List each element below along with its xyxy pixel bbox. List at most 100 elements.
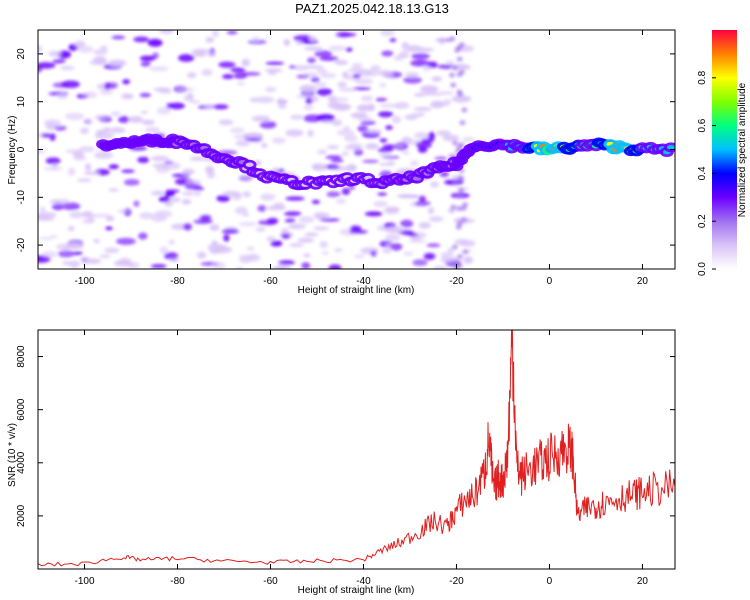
spectrogram-speckle xyxy=(267,217,279,225)
spectrogram-speckle xyxy=(139,212,154,220)
spectrogram-speckle xyxy=(325,155,343,159)
spectrogram-speckle xyxy=(407,233,418,237)
spectrogram-speckle xyxy=(152,163,171,168)
spectrogram-x-tick-label: -80 xyxy=(170,276,185,287)
spectrogram-speckle xyxy=(405,71,420,78)
spectrogram-speckle xyxy=(438,101,450,107)
spectrogram-speckle xyxy=(322,164,340,170)
spectrogram-speckle xyxy=(456,89,463,95)
spectrogram-speckle xyxy=(353,86,371,91)
spectrogram-speckle xyxy=(418,221,431,229)
spectrogram-speckle xyxy=(433,265,448,269)
spectrogram-speckle xyxy=(133,36,150,43)
spectrogram-speckle xyxy=(456,206,463,212)
spectrogram-y-tick-label: -10 xyxy=(16,190,27,205)
spectrogram-speckle xyxy=(277,264,285,269)
spectrogram-speckle xyxy=(438,37,445,45)
spectrogram-speckle xyxy=(212,261,226,269)
spectrogram-speckle xyxy=(196,251,207,259)
spectrogram-speckle xyxy=(385,125,393,130)
spectrogram-speckle xyxy=(285,129,304,137)
spectrogram-speckle xyxy=(265,86,277,93)
spectrogram-speckle xyxy=(400,219,414,228)
colorbar-tick-label: 0.8 xyxy=(697,70,708,84)
spectrogram-speckle xyxy=(288,223,307,230)
spectrogram-speckle xyxy=(240,72,261,76)
spectrogram-speckle xyxy=(242,213,250,217)
spectrogram-speckle xyxy=(78,146,96,153)
spectrogram-speckle xyxy=(140,61,151,67)
spectrogram-speckle xyxy=(105,216,115,222)
spectrogram-speckle xyxy=(171,173,191,178)
spectrogram-speckle xyxy=(390,242,403,251)
spectrogram-speckle xyxy=(410,59,430,67)
spectrogram-speckle xyxy=(401,150,410,155)
colorbar-tick-label: 0.6 xyxy=(697,118,708,132)
spectrogram-speckle xyxy=(428,216,444,222)
spectrogram-speckle xyxy=(67,226,75,232)
spectrogram-speckle xyxy=(427,61,438,68)
spectrogram-speckle xyxy=(458,176,465,182)
spectrogram-speckle xyxy=(420,85,439,94)
spectrogram-speckle xyxy=(116,237,136,245)
spectrogram-speckle xyxy=(169,197,181,203)
spectrogram-speckle xyxy=(396,194,417,199)
spectrogram-speckle xyxy=(462,136,475,143)
spectrogram-speckle xyxy=(452,180,459,186)
spectrogram-x-label: Height of straight line (km) xyxy=(298,285,415,296)
spectrogram-speckle xyxy=(266,236,276,242)
spectrogram-noise xyxy=(38,30,476,269)
spectrogram-speckle xyxy=(77,178,92,182)
spectrogram-ridge xyxy=(96,133,675,191)
spectrogram-speckle xyxy=(391,115,401,124)
spectrogram-speckle xyxy=(200,214,212,221)
spectrogram-speckle xyxy=(156,107,171,115)
spectrogram-speckle xyxy=(93,213,112,218)
snr-x-tick-label: -80 xyxy=(170,576,185,587)
spectrogram-speckle xyxy=(265,68,283,73)
spectrogram-speckle xyxy=(375,97,388,102)
spectrogram-speckle xyxy=(334,248,343,252)
spectrogram-speckle xyxy=(426,243,441,248)
spectrogram-speckle xyxy=(163,252,179,260)
spectrogram-speckle xyxy=(454,47,461,53)
snr-ticks: -100 -80 -60 -40 -20 0 20 2000 4000 6000 8000 xyxy=(16,330,675,587)
spectrogram-speckle xyxy=(283,211,302,217)
spectrogram-speckle xyxy=(456,56,463,62)
spectrogram-speckle xyxy=(398,52,410,59)
snr-panel: -100 -80 -60 -40 -20 0 20 2000 4000 6000 8000 Heig… xyxy=(7,329,676,596)
spectrogram-speckle xyxy=(166,102,174,109)
spectrogram-speckle xyxy=(108,59,127,67)
spectrogram-speckle xyxy=(338,87,357,92)
spectrogram-speckle xyxy=(139,55,156,62)
spectrogram-speckle xyxy=(122,79,131,85)
spectrogram-speckle xyxy=(38,149,47,154)
snr-frame xyxy=(37,329,676,570)
spectrogram-speckle xyxy=(336,129,355,137)
snr-y-tick-label: 6000 xyxy=(16,398,27,421)
spectrogram-speckle xyxy=(335,198,347,204)
spectrogram-speckle xyxy=(118,116,130,124)
spectrogram-x-tick-label: 0 xyxy=(547,276,553,287)
spectrogram-speckle xyxy=(255,227,266,232)
spectrogram-speckle xyxy=(230,67,246,73)
spectrogram-speckle xyxy=(381,50,394,57)
spectrogram-speckle xyxy=(168,240,175,245)
chart-title: PAZ1.2025.042.18.13.G13 xyxy=(295,1,449,16)
spectrogram-speckle xyxy=(326,191,341,198)
spectrogram-speckle xyxy=(38,212,57,219)
spectrogram-speckle xyxy=(117,209,130,213)
spectrogram-speckle xyxy=(422,65,432,71)
spectrogram-speckle xyxy=(290,114,304,120)
spectrogram-speckle xyxy=(85,118,93,125)
spectrogram-speckle xyxy=(319,241,329,249)
spectrogram-speckle xyxy=(48,50,62,57)
spectrogram-speckle xyxy=(407,239,427,243)
spectrogram-speckle xyxy=(159,30,174,34)
spectrogram-speckle xyxy=(125,93,134,100)
spectrogram-speckle xyxy=(150,264,167,269)
spectrogram-speckle xyxy=(345,47,353,52)
spectrogram-speckle xyxy=(378,83,387,88)
colorbar-ticks: 0.0 0.2 0.4 0.6 0.8 xyxy=(697,70,716,276)
